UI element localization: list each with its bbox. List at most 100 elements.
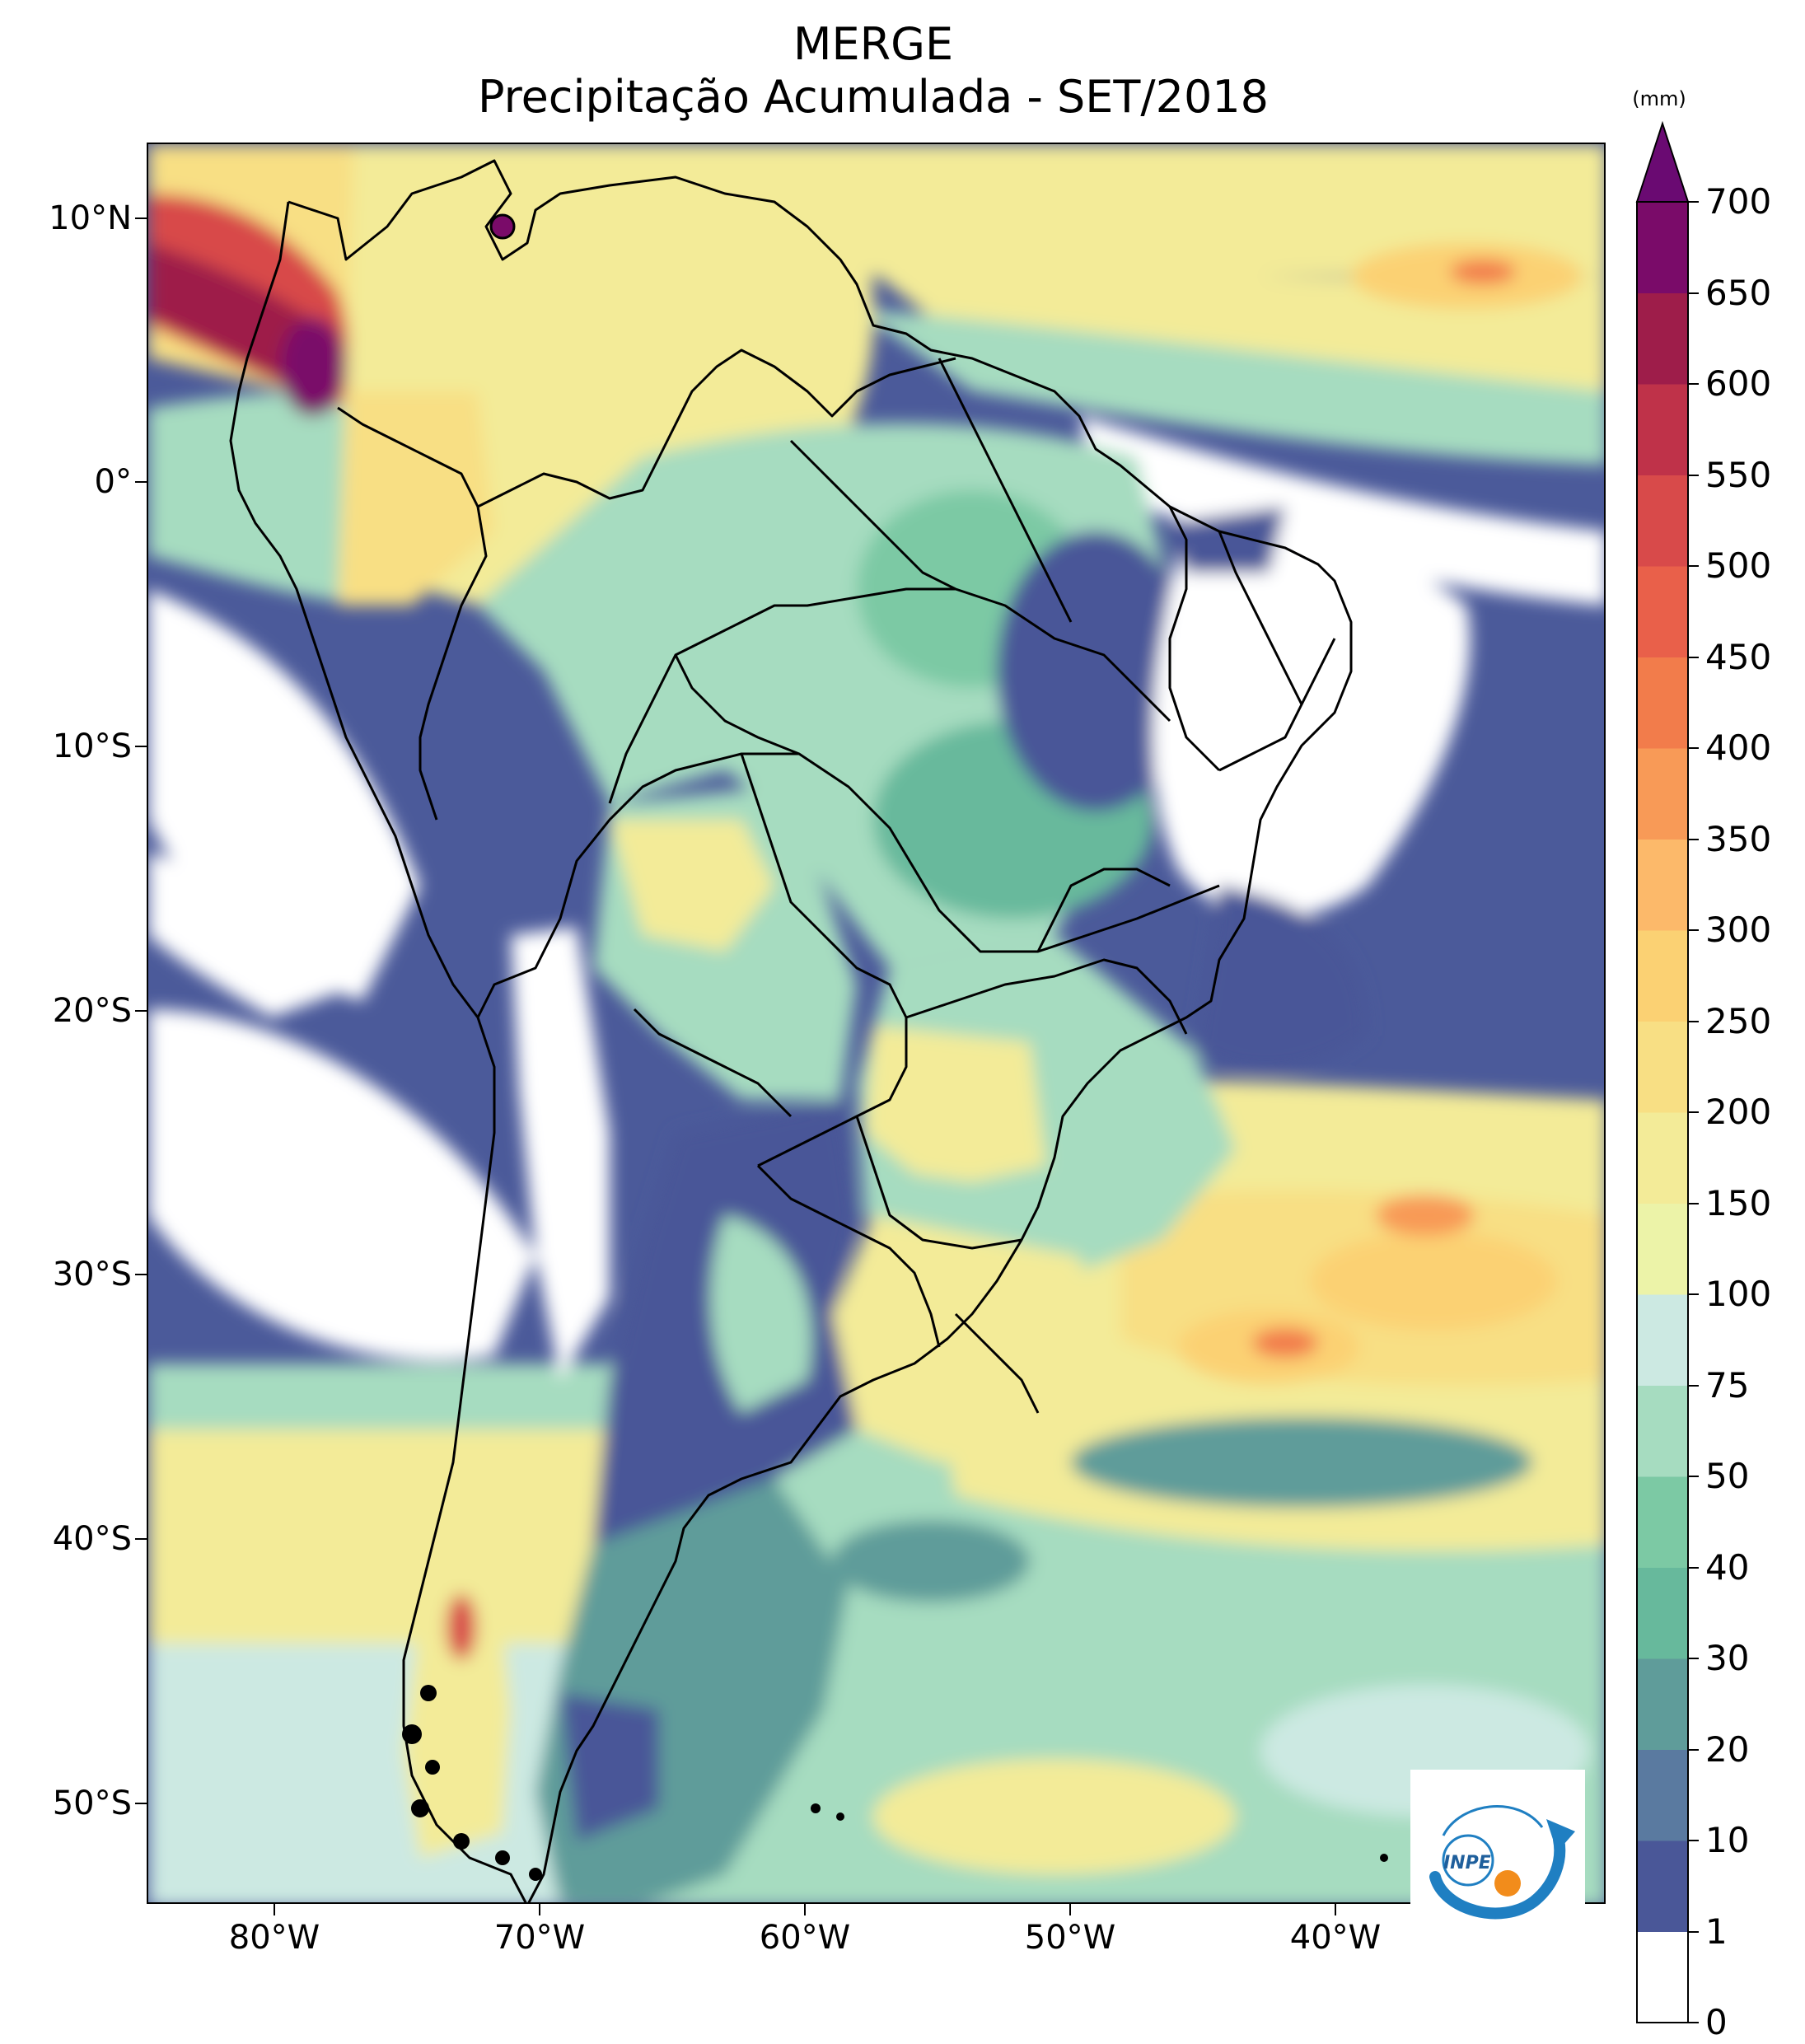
lon-tick bbox=[1069, 1904, 1071, 1915]
lat-label-20s: 20°S bbox=[52, 992, 132, 1030]
colorbar-tick bbox=[1689, 1748, 1699, 1751]
title-line-1: MERGE bbox=[793, 18, 954, 70]
colorbar-tick bbox=[1689, 1840, 1699, 1841]
colorbar-band bbox=[1637, 1658, 1688, 1750]
colorbar-tick bbox=[1689, 1566, 1699, 1569]
colorbar-band bbox=[1637, 475, 1688, 567]
colorbar-tick bbox=[1689, 1293, 1699, 1295]
colorbar-tick bbox=[1689, 2022, 1699, 2023]
lat-tick bbox=[135, 1803, 147, 1804]
lon-tick bbox=[1335, 1904, 1336, 1915]
colorbar-level-label: 150 bbox=[1705, 1182, 1772, 1223]
colorbar-band bbox=[1637, 657, 1688, 749]
colorbar-level-label: 600 bbox=[1705, 363, 1772, 404]
lon-tick bbox=[274, 1904, 275, 1915]
lon-tick bbox=[804, 1904, 806, 1915]
colorbar-band bbox=[1637, 384, 1688, 475]
inpe-logo-text: INPE bbox=[1443, 1853, 1491, 1873]
colorbar-level-label: 350 bbox=[1705, 818, 1772, 859]
colorbar-level-label: 450 bbox=[1705, 636, 1772, 677]
colorbar-band bbox=[1637, 1476, 1688, 1568]
colorbar-band bbox=[1637, 1294, 1688, 1386]
colorbar-tick bbox=[1689, 1930, 1699, 1933]
lat-tick bbox=[135, 746, 147, 747]
colorbar-tick bbox=[1689, 383, 1699, 385]
lake-maracaibo bbox=[489, 213, 516, 240]
colorbar-level-label: 200 bbox=[1705, 1092, 1772, 1132]
colorbar-tick bbox=[1689, 292, 1699, 294]
colorbar-level-label: 500 bbox=[1705, 545, 1772, 586]
coastlines-and-borders bbox=[229, 159, 1353, 1902]
colorbar-band bbox=[1637, 748, 1688, 840]
colorbar-tick bbox=[1689, 1020, 1699, 1022]
colorbar-band bbox=[1637, 1841, 1688, 1932]
colorbar-level-label: 20 bbox=[1705, 1728, 1750, 1770]
colorbar-band bbox=[1637, 1112, 1688, 1204]
lon-label-40w: 40°W bbox=[1289, 1919, 1382, 1957]
colorbar-band bbox=[1637, 1567, 1688, 1659]
colorbar-level-label: 40 bbox=[1705, 1546, 1750, 1588]
colorbar-level-label: 550 bbox=[1705, 454, 1772, 495]
colorbar-band bbox=[1637, 202, 1688, 293]
lat-label-10s: 10°S bbox=[52, 727, 132, 765]
lat-label-40s: 40°S bbox=[52, 1520, 132, 1558]
colorbar-band bbox=[1637, 1931, 1688, 2023]
colorbar-band bbox=[1637, 1749, 1688, 1841]
colorbar bbox=[1635, 120, 1690, 2023]
southern-islands bbox=[402, 1685, 1388, 1881]
colorbar-tick bbox=[1689, 474, 1699, 476]
colorbar-band bbox=[1637, 839, 1688, 931]
colorbar-band bbox=[1637, 292, 1688, 385]
colorbar-band bbox=[1637, 566, 1688, 657]
lat-tick bbox=[135, 1010, 147, 1012]
colorbar-band bbox=[1637, 1021, 1688, 1113]
lon-label-70w: 70°W bbox=[493, 1919, 586, 1957]
colorbar-tick bbox=[1689, 838, 1699, 840]
lat-label-10n: 10°N bbox=[49, 199, 132, 237]
colorbar-tick bbox=[1689, 565, 1699, 567]
lon-label-60w: 60°W bbox=[759, 1919, 851, 1957]
lat-tick bbox=[135, 217, 147, 219]
colorbar-level-label: 50 bbox=[1705, 1456, 1750, 1496]
colorbar-level-label: 400 bbox=[1705, 727, 1772, 768]
lon-tick bbox=[539, 1904, 540, 1915]
precipitation-map bbox=[147, 143, 1606, 1904]
colorbar-level-label: 30 bbox=[1705, 1638, 1750, 1678]
colorbar-band bbox=[1637, 1203, 1688, 1295]
inpe-logo: INPE bbox=[1410, 1770, 1585, 1944]
lat-label-0: 0° bbox=[94, 463, 132, 501]
colorbar-tick bbox=[1689, 929, 1699, 931]
lat-label-50s: 50°S bbox=[52, 1784, 132, 1822]
colorbar-level-label: 10 bbox=[1705, 1820, 1750, 1860]
lat-tick bbox=[135, 481, 147, 483]
lat-label-30s: 30°S bbox=[52, 1256, 132, 1293]
lat-tick bbox=[135, 1274, 147, 1275]
colorbar-level-label: 0 bbox=[1705, 2002, 1728, 2042]
colorbar-border bbox=[1636, 201, 1689, 2023]
colorbar-band bbox=[1637, 930, 1688, 1022]
colorbar-tick bbox=[1689, 747, 1699, 749]
colorbar-level-label: 75 bbox=[1705, 1364, 1750, 1406]
colorbar-tick bbox=[1689, 1658, 1699, 1659]
colorbar-tick bbox=[1689, 656, 1699, 658]
colorbar-unit: (mm) bbox=[1632, 87, 1686, 110]
colorbar-tick bbox=[1689, 201, 1699, 203]
lat-tick bbox=[135, 1538, 147, 1540]
colorbar-level-label: 300 bbox=[1705, 910, 1772, 950]
map-canvas bbox=[148, 144, 1604, 1902]
lon-label-80w: 80°W bbox=[228, 1919, 320, 1957]
colorbar-level-label: 700 bbox=[1705, 181, 1772, 222]
colorbar-tick bbox=[1689, 1202, 1699, 1204]
map-title: MERGE Precipitação Acumulada - SET/2018 bbox=[140, 18, 1606, 124]
colorbar-tick bbox=[1689, 1476, 1699, 1477]
colorbar-level-label: 100 bbox=[1705, 1274, 1772, 1314]
colorbar-extend-arrow bbox=[1635, 120, 1690, 203]
colorbar-band bbox=[1637, 1385, 1688, 1477]
title-line-2: Precipitação Acumulada - SET/2018 bbox=[477, 71, 1270, 123]
colorbar-tick bbox=[1689, 1384, 1699, 1387]
colorbar-level-label: 1 bbox=[1705, 1911, 1728, 1952]
precip-field bbox=[148, 144, 1604, 1902]
colorbar-tick bbox=[1689, 1111, 1699, 1113]
lon-label-50w: 50°W bbox=[1024, 1919, 1116, 1957]
inpe-logo-graphic: INPE bbox=[1429, 1805, 1575, 1920]
